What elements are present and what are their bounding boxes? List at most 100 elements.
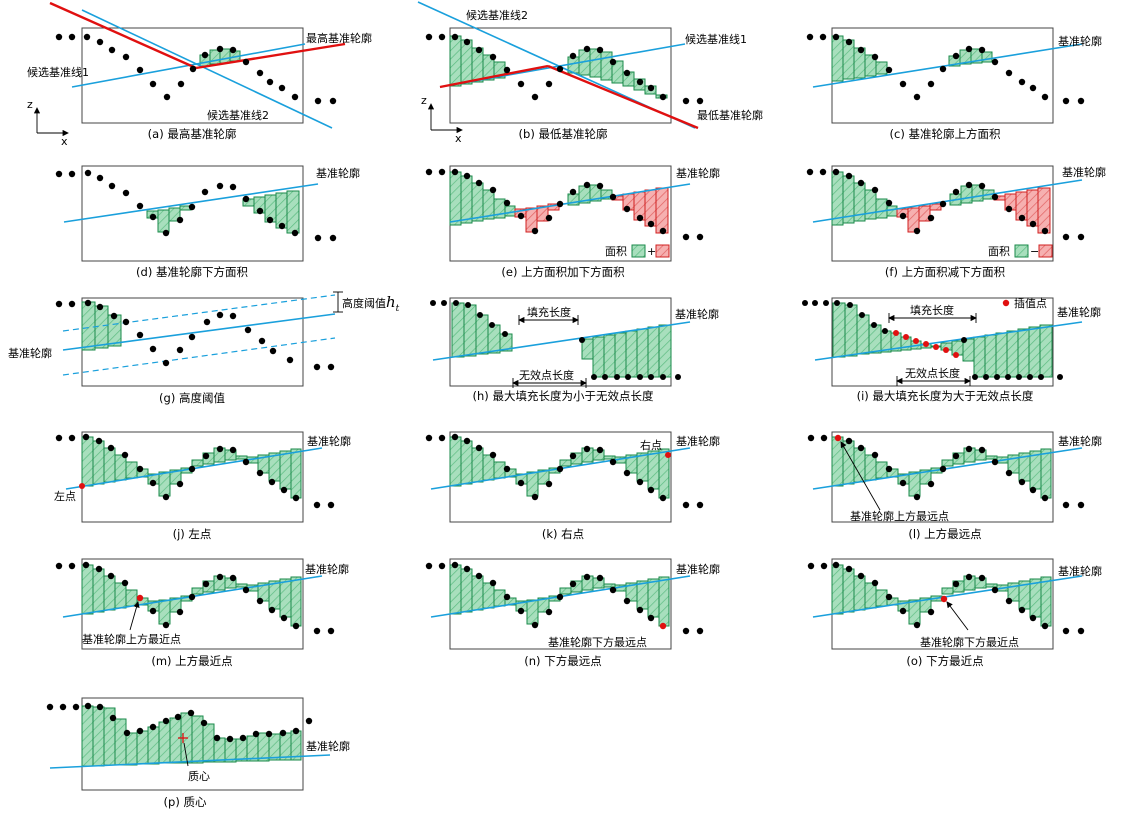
- caption-e: (e) 上方面积加下方面积: [501, 265, 625, 279]
- panel-a: z x 候选基准线1 候选基准线2 最高基准轮廓 (a) 最高基准轮廓: [27, 1, 372, 148]
- bars: [449, 35, 668, 99]
- panel-h: 填充长度 无效点长度 基准轮廓 (h) 最大填充长度为小于无效点长度: [430, 297, 719, 403]
- points: [55, 169, 337, 242]
- points: [55, 433, 335, 509]
- legend-minus: −: [1030, 245, 1039, 258]
- bars: [831, 171, 1051, 234]
- points: [425, 433, 704, 509]
- label-nearest-above: 基准轮廓上方最近点: [82, 632, 181, 646]
- points: [55, 299, 335, 371]
- label-candidate-2: 候选基准线2: [466, 8, 528, 22]
- caption-a: (a) 最高基准轮廓: [148, 127, 237, 141]
- caption-n: (n) 下方最远点: [524, 654, 601, 668]
- panel-e: 基准轮廓 面积 + (e) 上方面积加下方面积: [425, 165, 720, 279]
- label-left-point: 左点: [54, 490, 76, 503]
- points: [55, 561, 335, 635]
- label-reference-profile: 基准轮廓: [1057, 305, 1101, 319]
- panel-k: 右点 基准轮廓 (k) 右点: [425, 431, 720, 541]
- panel-p: 质心 基准轮廓 (p) 质心: [46, 697, 350, 809]
- bars: [81, 301, 122, 351]
- points: [46, 702, 313, 743]
- label-invalid-length: 无效点长度: [519, 368, 574, 382]
- farthest-above-marker: [834, 434, 842, 442]
- points: [55, 33, 337, 105]
- label-reference-profile: 基准轮廓: [305, 562, 349, 576]
- points: [807, 434, 1085, 509]
- nearest-below-marker: [940, 595, 948, 603]
- label-candidate-1: 候选基准线1: [27, 65, 89, 79]
- label-height-threshold: 高度阈值ht: [342, 293, 400, 314]
- panel-d: 基准轮廓 (d) 基准轮廓下方面积: [55, 165, 360, 279]
- xz-axes: z x: [27, 98, 69, 148]
- legend-area-sum: 面积 +: [605, 244, 670, 258]
- panel-b: z x 候选基准线1 候选基准线2 最低基准轮廓 (b) 最低基准轮廓: [417, 1, 763, 145]
- label-reference-profile: 基准轮廓: [1058, 434, 1102, 448]
- bars: [146, 190, 300, 234]
- legend-interpolated-label: 插值点: [1014, 296, 1047, 310]
- points: [806, 168, 1085, 241]
- caption-p: (p) 质心: [164, 795, 207, 809]
- points: [425, 33, 704, 105]
- legend-area-label: 面积: [988, 245, 1010, 258]
- bars: [831, 35, 993, 82]
- label-reference-profile: 基准轮廓: [1058, 34, 1102, 48]
- centroid-marker: [178, 733, 188, 743]
- label-invalid-length: 无效点长度: [905, 366, 960, 380]
- panel-j: 左点 基准轮廓 (j) 左点: [54, 431, 351, 541]
- panel-c: 基准轮廓 (c) 基准轮廓上方面积: [806, 27, 1102, 141]
- interpolated-points: [893, 330, 959, 358]
- label-reference-profile: 基准轮廓: [306, 739, 350, 753]
- caption-i: (i) 最大填充长度为大于无效点长度: [857, 389, 1034, 403]
- bars: [449, 436, 670, 499]
- label-candidate-2: 候选基准线2: [207, 108, 269, 122]
- label-reference-profile: 基准轮廓: [1058, 564, 1102, 578]
- label-candidate-1: 候选基准线1: [685, 32, 747, 46]
- label-reference-profile: 基准轮廓: [307, 434, 351, 448]
- bars: [832, 302, 1053, 378]
- bars: [831, 436, 1052, 499]
- caption-c: (c) 基准轮廓上方面积: [890, 127, 1001, 141]
- caption-g: (g) 高度阈值: [159, 391, 225, 405]
- caption-j: (j) 左点: [173, 527, 212, 541]
- points: [425, 168, 704, 241]
- caption-m: (m) 上方最近点: [151, 654, 232, 668]
- points: [802, 300, 1063, 380]
- farthest-below-marker: [659, 622, 667, 630]
- points: [806, 33, 1085, 105]
- label-centroid: 质心: [188, 770, 210, 783]
- panel-l: 基准轮廓上方最远点 基准轮廓 (l) 上方最远点: [807, 431, 1102, 541]
- caption-h: (h) 最大填充长度为小于无效点长度: [473, 389, 654, 403]
- panel-f: 基准轮廓 面积 − (f) 上方面积减下方面积: [806, 165, 1106, 279]
- points: [430, 300, 681, 380]
- caption-d: (d) 基准轮廓下方面积: [136, 265, 248, 279]
- right-point-marker: [665, 452, 671, 458]
- xz-axes: z x: [421, 94, 463, 145]
- label-nearest-below: 基准轮廓下方最近点: [920, 635, 1019, 649]
- legend-area-diff: 面积 −: [988, 244, 1053, 258]
- label-reference-profile: 基准轮廓: [676, 166, 720, 180]
- label-reference-profile: 基准轮廓: [8, 346, 52, 360]
- axis-z-label: z: [27, 98, 33, 111]
- axis-z-label: z: [421, 94, 427, 107]
- caption-o: (o) 下方最近点: [906, 654, 983, 668]
- label-fill-length: 填充长度: [527, 305, 571, 319]
- label-reference-profile: 基准轮廓: [1062, 165, 1106, 179]
- caption-k: (k) 右点: [542, 527, 584, 541]
- panel-m: 基准轮廓上方最近点 基准轮廓 (m) 上方最近点: [55, 558, 349, 668]
- panel-n: 基准轮廓下方最远点 基准轮廓 (n) 下方最远点: [425, 558, 720, 668]
- label-right-point: 右点: [640, 438, 662, 452]
- caption-f: (f) 上方面积减下方面积: [885, 265, 1006, 279]
- label-farthest-above: 基准轮廓上方最远点: [850, 509, 949, 523]
- label-reference-profile: 基准轮廓: [676, 434, 720, 448]
- nearest-above-marker: [136, 594, 144, 602]
- axis-x-label: x: [61, 135, 68, 148]
- label-lowest-profile: 最低基准轮廓: [697, 108, 763, 122]
- label-reference-profile: 基准轮廓: [676, 562, 720, 576]
- legend-area-label: 面积: [605, 245, 627, 258]
- axis-x-label: x: [455, 132, 462, 145]
- label-farthest-below: 基准轮廓下方最远点: [548, 635, 647, 649]
- caption-l: (l) 上方最远点: [908, 527, 981, 541]
- label-reference-profile: 基准轮廓: [316, 166, 360, 180]
- panel-o: 基准轮廓下方最近点 基准轮廓 (o) 下方最近点: [807, 558, 1102, 668]
